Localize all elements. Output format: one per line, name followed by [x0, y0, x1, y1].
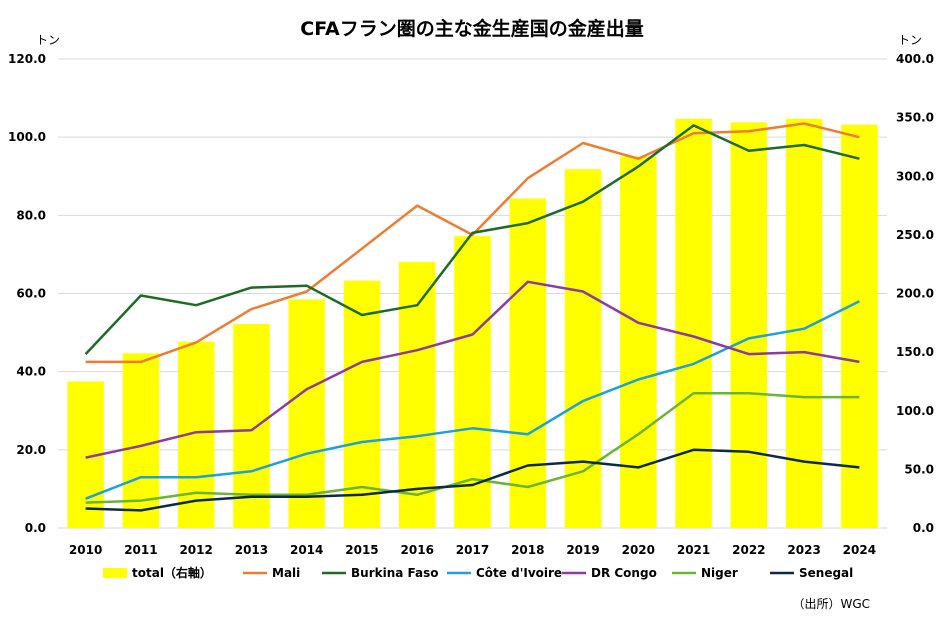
right-tick-label: 250.0: [896, 228, 934, 242]
bar-series: [67, 118, 878, 529]
x-tick-label: 2011: [124, 543, 157, 557]
legend-swatch-total: [103, 568, 127, 578]
x-tick-label: 2015: [345, 543, 378, 557]
right-tick-label: 200.0: [896, 287, 934, 301]
left-axis-ticks: 0.0 20.0 40.0 60.0 80.0 100.0 120.0: [8, 52, 46, 535]
left-tick-label: 20.0: [16, 443, 46, 457]
bar-total-2014: [288, 299, 325, 528]
legend-label: total（右軸）: [132, 565, 212, 580]
left-tick-label: 0.0: [25, 521, 46, 535]
x-tick-label: 2018: [511, 543, 544, 557]
left-axis-unit: トン: [36, 33, 60, 47]
line-burkina-faso: [84, 124, 860, 355]
right-tick-label: 400.0: [896, 52, 934, 66]
bar-total-2019: [564, 169, 602, 528]
chart-title: CFAフラン圏の主な金生産国の金産出量: [300, 17, 643, 40]
x-tick-label: 2022: [732, 543, 765, 557]
bar-total-2022: [730, 122, 768, 528]
right-tick-label: 100.0: [896, 404, 934, 418]
x-axis-ticks: 2010 2011 2012 2013 2014 2015 2016 2017 2018 2019…: [69, 543, 876, 557]
legend-label: DR Congo: [591, 566, 657, 580]
legend-label: Côte d'Ivoire: [476, 566, 562, 580]
right-tick-label: 50.0: [904, 462, 934, 476]
left-tick-label: 120.0: [8, 52, 46, 66]
source-note: （出所）WGC: [792, 597, 870, 611]
bar-total-2021: [675, 118, 712, 529]
left-tick-label: 40.0: [16, 365, 46, 379]
bar-total-2018: [509, 198, 547, 528]
line-dr-congo: [85, 280, 860, 459]
x-tick-label: 2010: [69, 543, 102, 557]
x-tick-label: 2013: [235, 543, 268, 557]
left-tick-label: 100.0: [8, 130, 46, 144]
right-tick-label: 150.0: [896, 345, 934, 359]
right-axis-ticks: 0.0 50.0 100.0 150.0 200.0 250.0 300.0 350.0 400…: [896, 52, 934, 535]
right-tick-label: 300.0: [896, 169, 934, 183]
x-tick-label: 2014: [290, 543, 323, 557]
bar-total-2015: [343, 280, 381, 528]
legend-label: Senegal: [799, 566, 853, 580]
line-c-te-d-ivoire: [85, 300, 860, 500]
line-senegal: [85, 448, 860, 512]
bar-total-2024: [841, 124, 878, 528]
left-tick-label: 80.0: [16, 208, 46, 222]
x-tick-label: 2012: [179, 543, 212, 557]
left-tick-label: 60.0: [16, 287, 46, 301]
right-tick-label: 0.0: [913, 521, 934, 535]
x-tick-label: 2023: [787, 543, 820, 557]
x-tick-label: 2021: [677, 543, 710, 557]
legend: total（右軸） Mali Burkina Faso Côte d'Ivoire DR…: [103, 565, 853, 580]
x-tick-label: 2019: [566, 543, 599, 557]
right-axis-unit: トン: [898, 33, 922, 47]
bar-total-2020: [620, 156, 657, 528]
line-niger: [85, 391, 860, 504]
legend-label: Mali: [272, 566, 300, 580]
x-tick-label: 2017: [456, 543, 489, 557]
right-tick-label: 350.0: [896, 111, 934, 125]
line-series: [84, 122, 860, 512]
legend-label: Niger: [701, 566, 738, 580]
x-tick-label: 2016: [401, 543, 434, 557]
x-tick-label: 2020: [622, 543, 655, 557]
legend-label: Burkina Faso: [351, 566, 439, 580]
x-tick-label: 2024: [843, 543, 876, 557]
